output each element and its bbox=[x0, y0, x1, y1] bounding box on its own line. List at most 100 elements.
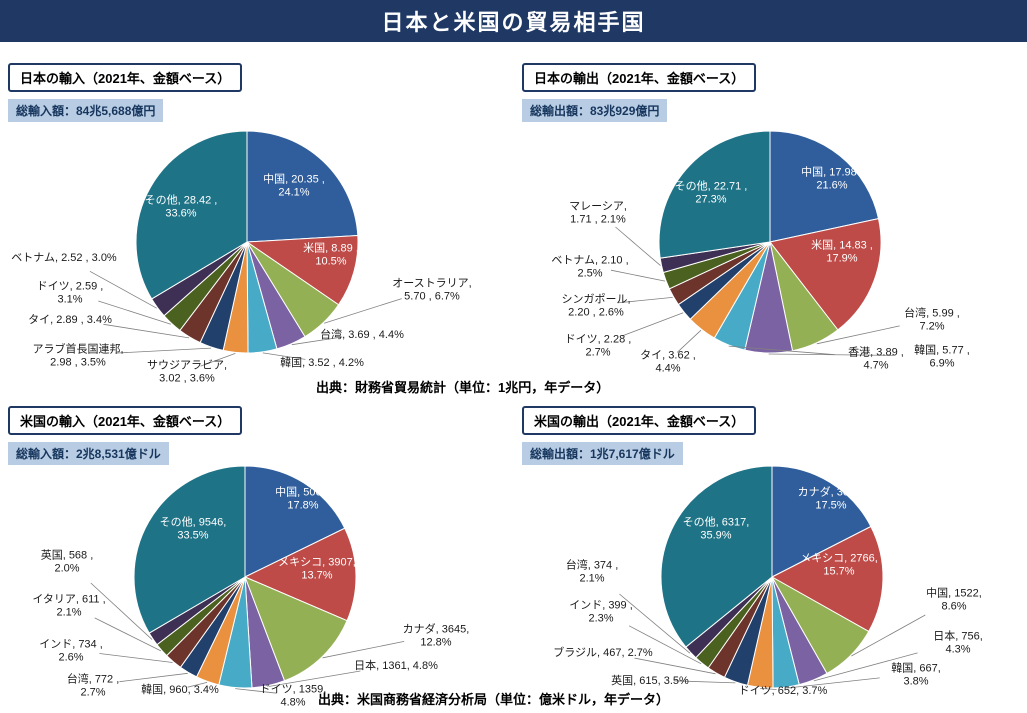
leader-line bbox=[187, 682, 208, 688]
pie-label: 日本, 756, 4.3% bbox=[933, 629, 983, 656]
chart-title-japan-imports: 日本の輸入（2021年、金額ベース） bbox=[8, 63, 243, 92]
pie-label: その他, 9546, 33.5% bbox=[160, 516, 227, 542]
leader-line bbox=[610, 269, 666, 282]
pie-label: カナダ, 3082, 17.5% bbox=[798, 485, 865, 512]
leader-line bbox=[786, 677, 880, 689]
leader-line bbox=[99, 653, 173, 663]
pie-slice bbox=[769, 130, 880, 243]
pie-label: 中国, 17.98 , 21.6% bbox=[801, 166, 863, 192]
pie-slice bbox=[658, 130, 771, 259]
chart-title-japan-exports: 日本の輸出（2021年、金額ベース） bbox=[522, 63, 757, 92]
pie-slice bbox=[660, 465, 773, 648]
leader-line bbox=[323, 298, 402, 324]
leader-line bbox=[322, 641, 405, 659]
chart-total-japan-exports: 総輸出額：83兆929億円 bbox=[522, 99, 668, 122]
leader-line bbox=[615, 226, 661, 266]
pie-label: その他, 28.42 , 33.6% bbox=[145, 194, 218, 220]
pie-slice bbox=[244, 465, 346, 578]
chart-title-us-imports: 米国の輸入（2021年、金額ベース） bbox=[8, 406, 243, 435]
page-title: 日本と米国の貿易相手国 bbox=[381, 10, 646, 35]
pie-label: サウジアラビア, 3.02 , 3.6% bbox=[147, 359, 227, 385]
page-title-bar: 日本と米国の貿易相手国 bbox=[0, 0, 1027, 42]
pie-slice bbox=[771, 465, 872, 578]
pie-label: 台湾, 374 , 2.1% bbox=[566, 558, 619, 585]
leader-line bbox=[94, 617, 162, 652]
pie-label: メキシコ, 3907, 13.7% bbox=[278, 557, 356, 582]
chart-total-us-imports: 総輸入額：2兆8,531億ドル bbox=[8, 442, 169, 465]
pie-chart-us-imports: 中国, 5068, 17.8% メキシコ, 3907, 13.7% カナダ, 3645,… bbox=[32, 465, 470, 709]
pie-slice bbox=[244, 576, 348, 682]
pie-label: 韓国, 3.52 , 4.2% bbox=[280, 356, 364, 369]
pie-label: タイ, 2.89 , 3.4% bbox=[28, 313, 112, 326]
chart-japan-imports: 日本の輸入（2021年、金額ベース） 総輸入額：84兆5,688億円 中国, 2… bbox=[0, 55, 513, 395]
pie-label: カナダ, 3645, 12.8% bbox=[403, 622, 470, 649]
leader-line bbox=[851, 614, 926, 657]
pie-label: ドイツ, 652, 3.7% bbox=[739, 685, 828, 697]
pie-label: 台湾, 5.99 , 7.2% bbox=[904, 306, 960, 333]
pie-chart-japan-imports: 中国, 20.35 , 24.1% 米国, 8.89 , 10.5% オーストラリア, 5… bbox=[11, 130, 472, 385]
pie-label: タイ, 3.62 , 4.4% bbox=[640, 349, 696, 375]
pie-slice bbox=[769, 218, 882, 331]
pie-slice bbox=[245, 235, 359, 306]
leader-line bbox=[90, 582, 153, 640]
pie-label: 米国, 8.89 , 10.5% bbox=[303, 242, 359, 268]
pie-label: 英国, 568 , 2.0% bbox=[41, 548, 94, 575]
chart-total-japan-imports: 総輸入額：84兆5,688億円 bbox=[8, 99, 164, 122]
leader-line bbox=[98, 300, 172, 325]
pie-label: オーストラリア, 5.70 , 6.7% bbox=[392, 277, 472, 303]
pie-label: 中国, 5068, 17.8% bbox=[275, 486, 331, 512]
chart-japan-exports: 日本の輸出（2021年、金額ベース） 総輸出額：83兆929億円 中国, 17.… bbox=[514, 55, 1027, 395]
pie-label: ドイツ, 2.28 , 2.7% bbox=[565, 334, 632, 359]
leader-line bbox=[200, 353, 236, 367]
pie-label: ベトナム, 2.10 , 2.5% bbox=[551, 254, 628, 280]
pie-label: シンガポール, 2.20 , 2.6% bbox=[561, 293, 630, 319]
pie-label: インド, 734 , 2.6% bbox=[39, 639, 103, 664]
leader-line bbox=[619, 593, 691, 654]
pie-label: ベトナム, 2.52 , 3.0% bbox=[11, 251, 117, 264]
pie-label: 香港, 3.89 , 4.7% bbox=[848, 346, 904, 372]
pie-label: イタリア, 611 , 2.1% bbox=[32, 593, 105, 619]
leader-line bbox=[617, 297, 673, 304]
pie-label: ドイツ, 2.59 , 3.1% bbox=[37, 281, 104, 306]
leader-line bbox=[760, 688, 777, 690]
pie-label: インド, 399 , 2.3% bbox=[569, 600, 633, 625]
chart-us-exports: 米国の輸出（2021年、金額ベース） 総輸出額：1兆7,617億ドル カナダ, … bbox=[514, 398, 1027, 713]
leader-line bbox=[291, 336, 343, 346]
leader-line bbox=[634, 657, 716, 675]
pie-label: 英国, 615, 3.5% bbox=[611, 673, 689, 687]
pie-label: 日本, 1361, 4.8% bbox=[354, 658, 438, 672]
pie-label: 米国, 14.83 , 17.9% bbox=[811, 239, 873, 265]
pie-chart-us-exports: カナダ, 3082, 17.5% メキシコ, 2766, 15.7% 中国, 1522,… bbox=[553, 465, 983, 697]
leader-line bbox=[115, 347, 212, 354]
chart-total-us-exports: 総輸出額：1兆7,617億ドル bbox=[522, 442, 683, 465]
leader-line bbox=[673, 680, 736, 684]
leader-line bbox=[89, 270, 157, 309]
pie-slice bbox=[246, 130, 359, 243]
pie-label: ブラジル, 467, 2.7% bbox=[553, 645, 653, 659]
chart-title-us-exports: 米国の輸出（2021年、金額ベース） bbox=[522, 406, 757, 435]
pie-slice bbox=[135, 130, 248, 300]
pie-slice bbox=[243, 527, 357, 622]
leader-line bbox=[676, 329, 702, 353]
pie-label: マレーシア, 1.71 , 2.1% bbox=[569, 201, 627, 226]
leader-line bbox=[816, 325, 900, 345]
leader-line bbox=[235, 688, 277, 694]
pie-label: 韓国, 667, 3.8% bbox=[891, 662, 941, 688]
pie-label: アラブ首長国連邦, 2.98 , 3.5% bbox=[32, 342, 123, 369]
pie-label: 韓国, 5.77 , 6.9% bbox=[914, 344, 970, 370]
pie-slice bbox=[770, 525, 884, 633]
leader-line bbox=[119, 672, 188, 683]
leader-line bbox=[103, 323, 190, 339]
source-note-japan: 出典：財務省貿易統計（単位：1兆円，年データ） bbox=[316, 380, 610, 395]
leader-line bbox=[621, 312, 684, 337]
pie-label: ドイツ, 1359, 4.8% bbox=[260, 684, 327, 709]
pie-label: メキシコ, 2766, 15.7% bbox=[800, 553, 878, 578]
pie-label: 韓国, 960, 3.4% bbox=[141, 683, 219, 696]
pie-label: 中国, 1522, 8.6% bbox=[926, 587, 982, 613]
leader-line bbox=[728, 345, 835, 356]
leader-line bbox=[262, 352, 306, 360]
leader-line bbox=[628, 625, 702, 665]
chart-us-imports: 米国の輸入（2021年、金額ベース） 総輸入額：2兆8,531億ドル 中国, 5… bbox=[0, 398, 513, 713]
pie-label: その他, 22.71 , 27.3% bbox=[675, 180, 748, 206]
pie-label: 台湾, 3.69 , 4.4% bbox=[320, 327, 404, 341]
